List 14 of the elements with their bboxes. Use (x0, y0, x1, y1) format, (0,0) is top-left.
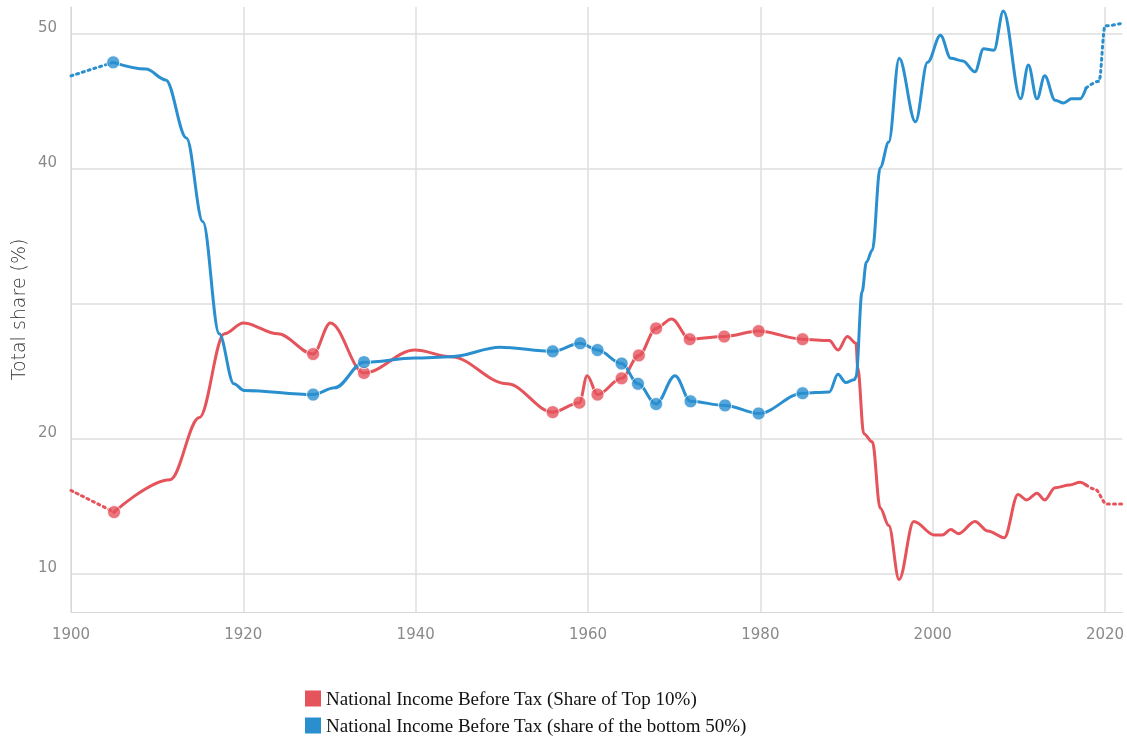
x-tick-label: 1920 (224, 624, 263, 643)
legend-label: National Income Before Tax (share of the bottom 50%) (326, 715, 747, 737)
y-tick-label: 10 (37, 557, 57, 576)
x-tick-label: 2020 (1085, 624, 1125, 643)
x-tick-label: 1980 (741, 624, 780, 643)
y-axis-title: Total share (%) (6, 238, 29, 381)
y-tick-label: 50 (37, 17, 57, 36)
x-tick-label: 1900 (51, 624, 91, 643)
legend-label: National Income Before Tax (Share of Top 10%) (326, 688, 697, 710)
x-tick-label: 1940 (396, 624, 435, 643)
x-tick-label: 2000 (913, 624, 952, 643)
y-tick-label: 20 (37, 422, 57, 441)
x-tick-label: 1960 (568, 624, 608, 643)
y-tick-label: 40 (37, 152, 57, 171)
